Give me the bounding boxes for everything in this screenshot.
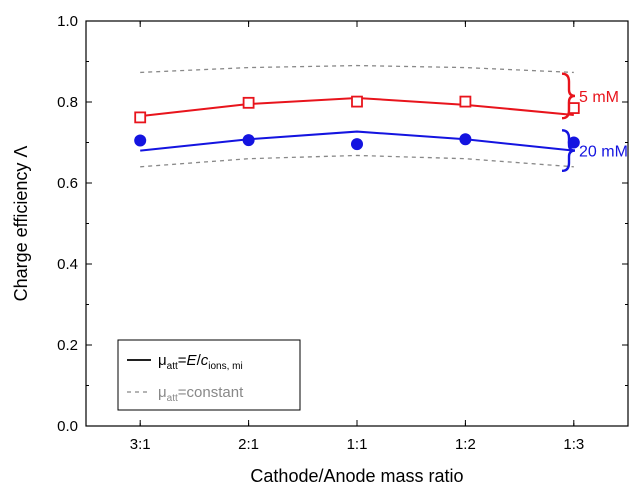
data-point-square xyxy=(134,111,147,124)
data-point-circle xyxy=(459,133,472,146)
legend-E: E xyxy=(187,352,198,369)
data-point-square xyxy=(567,102,580,114)
legend-rest-2: constant xyxy=(187,384,245,401)
legend-label-dashed: μatt=constant xyxy=(158,384,244,404)
legend-box xyxy=(117,339,301,411)
legend-mu-sub: att xyxy=(167,361,178,372)
legend-c: c xyxy=(201,352,209,369)
annotation-label: 5 mM xyxy=(579,89,619,106)
legend-mu: μ xyxy=(158,352,167,369)
data-point-circle xyxy=(134,134,147,147)
series-group xyxy=(134,64,580,168)
series-line-upper-bound-dashed-line xyxy=(140,64,574,74)
series-line-lower-bound-dashed-line xyxy=(140,154,574,168)
data-point-square xyxy=(351,95,363,108)
legend-c-sub: ions, mi xyxy=(208,361,242,372)
legend-mu-2: μ xyxy=(158,384,167,401)
x-axis-title: Cathode/Anode mass ratio xyxy=(250,466,463,486)
data-point-circle xyxy=(351,138,363,151)
y-tick-label: 0.0 xyxy=(57,418,78,435)
data-point-square xyxy=(459,95,472,108)
annotation-brace xyxy=(561,72,576,120)
data-point-circle xyxy=(242,134,255,147)
data-point-circle xyxy=(567,136,580,149)
data-point-square xyxy=(242,96,255,109)
y-tick-label: 0.6 xyxy=(57,175,78,192)
x-tick-label: 1:1 xyxy=(347,436,368,453)
y-tick-label: 0.4 xyxy=(57,256,78,273)
annotation-label: 20 mM xyxy=(579,144,628,161)
y-tick-label: 0.8 xyxy=(57,94,78,111)
series-line-20-mM-solid-line xyxy=(140,130,574,152)
x-tick-label: 3:1 xyxy=(130,436,151,453)
legend-eq-2: = xyxy=(178,384,187,401)
x-tick-label: 1:2 xyxy=(455,436,476,453)
legend-label-solid: μatt=E/cions, mi xyxy=(158,352,243,372)
legend-slash: / xyxy=(197,352,202,369)
legend-eq: = xyxy=(178,352,187,369)
legend: μatt=E/cions, mi μatt=constant xyxy=(117,339,301,411)
y-tick-label: 1.0 xyxy=(57,13,78,30)
legend-mu-sub-2: att xyxy=(167,393,178,404)
x-tick-label: 2:1 xyxy=(238,436,259,453)
x-tick-label: 1:3 xyxy=(563,436,584,453)
annotations: 5 mM 20 mM xyxy=(561,72,628,173)
y-tick-label: 0.2 xyxy=(57,337,78,354)
axes: 0.0 0.2 0.4 0.6 0.8 1.0 3:1 2:1 1:1 1:2 1:3 Cathode… xyxy=(11,13,629,486)
y-axis-title: Charge efficiency Λ xyxy=(11,146,31,302)
annotation-brace xyxy=(561,129,576,173)
